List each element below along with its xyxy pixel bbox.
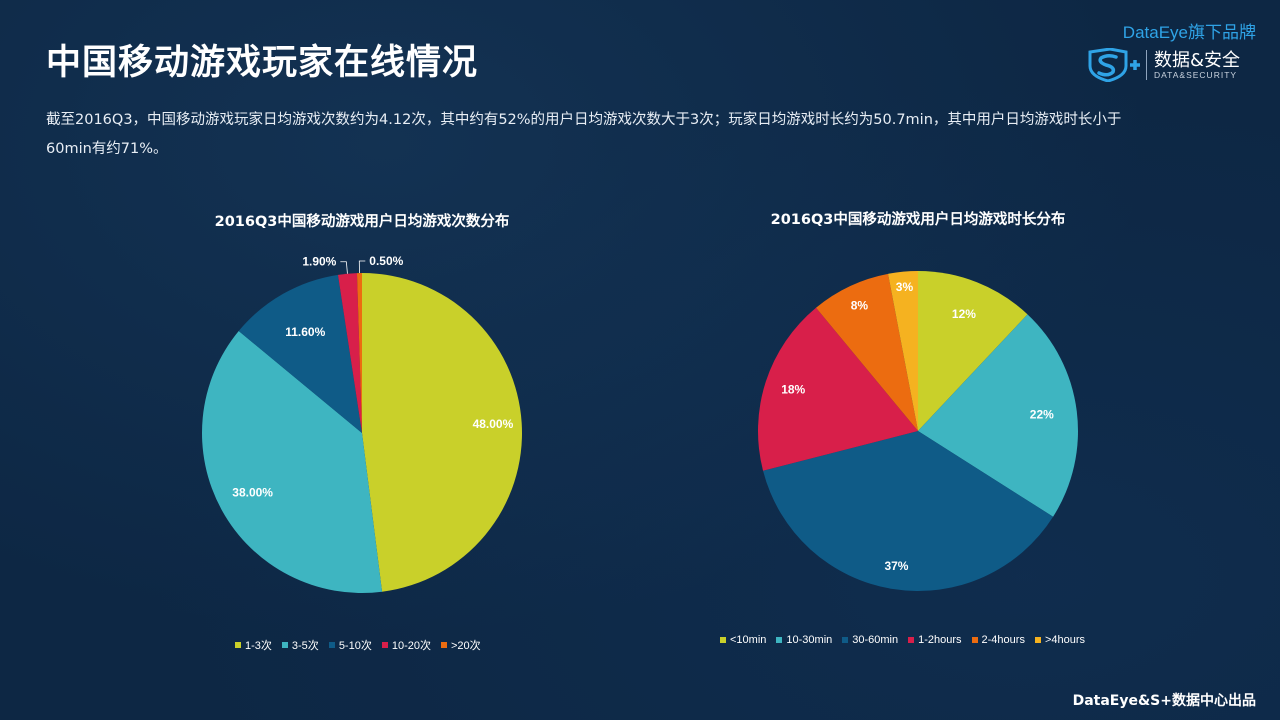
legend-label: 1-3次 (245, 640, 272, 652)
data-label-4: 1.90% (302, 255, 336, 269)
legend-item: 1-2hours (908, 634, 962, 646)
legend-swatch (720, 637, 726, 643)
legend-swatch (381, 642, 388, 648)
pie-slice-6 (888, 271, 918, 431)
pie-slice-5 (356, 273, 362, 433)
data-label-2: 38.00% (232, 485, 273, 499)
footer-credit: DataEye&S+数据中心出品 (1072, 693, 1256, 709)
chart2-pie: 12% 22% 37% 18% 8% 3% (758, 271, 1078, 591)
chart1-legend: 1-3次 3-5次 5-10次 10-20次 >20次 (235, 637, 481, 653)
legend-item: <10min (720, 634, 766, 646)
legend-label: 3-5次 (291, 640, 319, 652)
data-label-5: 0.50% (369, 254, 403, 268)
data-label-5: 8% (851, 299, 869, 313)
pie-slice-5 (816, 273, 918, 431)
data-label-3: 37% (884, 559, 908, 573)
legend-item: 2-4hours (971, 634, 1025, 646)
legend-item: 1-3次 (235, 637, 272, 653)
legend-item: 5-10次 (328, 637, 372, 653)
legend-label: <10min (730, 634, 767, 646)
legend-label: 1-2hours (918, 634, 962, 646)
pie-slice-1 (918, 271, 1028, 431)
legend-label: 10-30min (786, 634, 833, 646)
data-label-1: 48.00% (473, 417, 514, 431)
pie-slice-1 (362, 273, 523, 592)
brand-top-label: DataEye旗下品牌 (1122, 23, 1256, 42)
brand-divider (1146, 50, 1147, 80)
page-title: 中国移动游戏玩家在线情况 (46, 43, 479, 83)
brand-name-cn: 数据&安全 (1154, 50, 1241, 71)
data-label-4: 18% (781, 383, 805, 397)
summary-text: 截至2016Q3，中国移动游戏玩家日均游戏次数约为4.12次，其中约有52%的用… (46, 112, 1122, 157)
legend-label: >4hours (1044, 634, 1086, 646)
pie-slice-3 (238, 274, 362, 433)
legend-label: 5-10次 (338, 640, 372, 652)
legend-item: 10-30min (776, 634, 832, 646)
chart1-pie: 48.00% 38.00% 11.60% 1.90% 0.50% (202, 254, 523, 593)
legend-item: 10-20次 (381, 637, 431, 653)
data-label-1: 12% (952, 307, 976, 321)
pie-slice-4 (758, 307, 918, 471)
legend-item: >4hours (1034, 634, 1086, 646)
data-label-2: 22% (1030, 408, 1054, 422)
pie-slice-2 (918, 314, 1078, 517)
chart2-title: 2016Q3中国移动游戏用户日均游戏时长分布 (770, 212, 1066, 228)
legend-swatch (776, 637, 783, 643)
legend-swatch (971, 637, 978, 643)
legend-label: 2-4hours (981, 634, 1025, 646)
pie-slice-2 (202, 331, 383, 593)
s-plus-shield-logo (1088, 48, 1140, 82)
legend-swatch (1034, 637, 1041, 643)
data-label-6: 3% (896, 280, 914, 294)
legend-swatch (842, 637, 849, 643)
legend-label: 10-20次 (391, 640, 431, 652)
chart1-title: 2016Q3中国移动游戏用户日均游戏次数分布 (214, 214, 510, 230)
legend-swatch (908, 637, 915, 643)
brand-block: DataEye旗下品牌 数据&安全 DATA&SECURITY (1086, 18, 1256, 88)
pie-slice-4 (337, 273, 362, 433)
legend-swatch (440, 642, 447, 648)
legend-item: 3-5次 (281, 637, 319, 653)
legend-item: >20次 (440, 637, 481, 653)
legend-item: 30-60min (842, 634, 898, 646)
leader-line-5 (358, 260, 366, 274)
legend-label: 30-60min (852, 634, 899, 646)
leader-line-4 (340, 261, 348, 274)
legend-swatch (235, 642, 241, 648)
legend-swatch (281, 642, 288, 648)
legend-swatch (328, 642, 335, 648)
pie-slice-3 (763, 431, 1054, 591)
brand-name-en: DATA&SECURITY (1154, 70, 1238, 80)
legend-label: >20次 (450, 640, 481, 652)
data-label-3: 11.60% (285, 325, 325, 339)
chart2-legend: <10min 10-30min 30-60min 1-2hours 2-4hours >4… (720, 634, 1085, 646)
